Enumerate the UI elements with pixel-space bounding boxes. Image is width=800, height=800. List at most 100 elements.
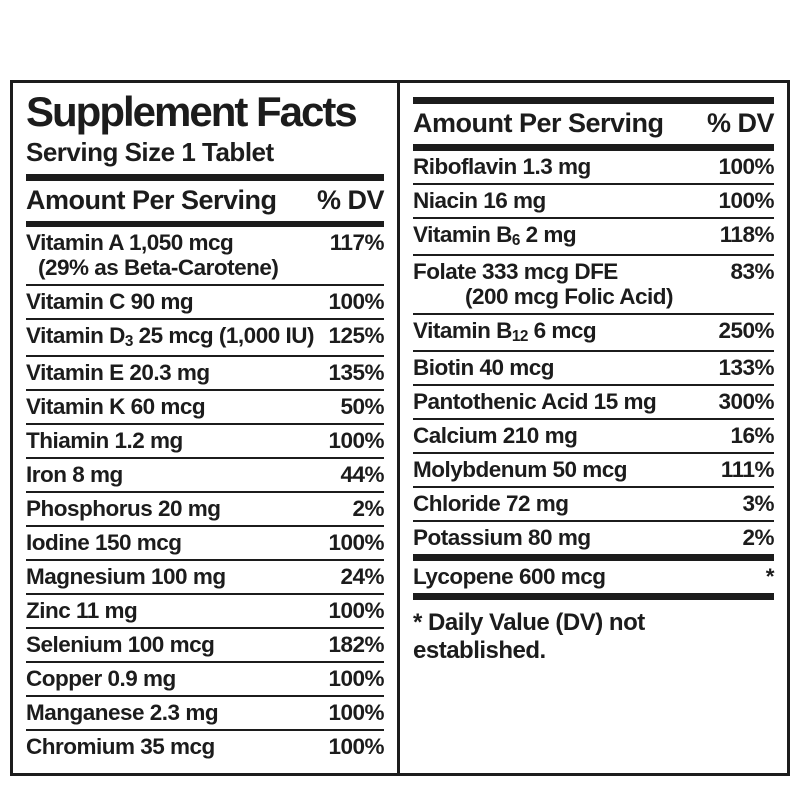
nutrient-name: Manganese 2.3 mg bbox=[26, 700, 219, 726]
right-rows: Riboflavin 1.3 mg 100% Niacin 16 mg 100% Vit… bbox=[413, 151, 775, 554]
nutrient-name: Lycopene 600 mcg bbox=[413, 564, 606, 589]
nutrient-dv-value: 100% bbox=[328, 598, 384, 624]
nutrient-name: Potassium 80 mg bbox=[413, 525, 591, 550]
nutrient-dv-value: 44% bbox=[340, 462, 384, 488]
nutrient-dv-value: 100% bbox=[328, 530, 384, 556]
nutrient-row: Manganese 2.3 mg 100% bbox=[26, 695, 384, 729]
nutrient-row: Vitamin E 20.3 mg 135% bbox=[26, 355, 384, 389]
percent-dv-label: % DV bbox=[706, 108, 775, 138]
nutrient-dv-value: 118% bbox=[719, 222, 775, 247]
nutrient-row: Calcium 210 mg 16% bbox=[413, 418, 774, 452]
facts-column-right: Amount Per Serving % DV Riboflavin 1.3 m… bbox=[400, 83, 787, 773]
nutrient-name: Magnesium 100 mg bbox=[26, 564, 226, 590]
nutrient-name: Chromium 35 mcg bbox=[26, 734, 215, 760]
nutrient-row: Niacin 16 mg 100% bbox=[413, 183, 774, 217]
nutrient-dv-value: 125% bbox=[328, 323, 384, 349]
nutrient-name: Biotin 40 mcg bbox=[413, 355, 555, 380]
nutrient-row: Folate 333 mcg DFE 83% (200 mcg Folic Acid… bbox=[413, 254, 774, 313]
thick-rule bbox=[413, 593, 774, 600]
nutrient-dv-value: 182% bbox=[328, 632, 384, 658]
nutrient-name: Copper 0.9 mg bbox=[26, 666, 176, 692]
nutrient-dv-value: 117% bbox=[329, 230, 385, 256]
nutrient-name: Vitamin E 20.3 mg bbox=[26, 360, 210, 386]
nutrient-row: Vitamin A 1,050 mcg 117% (29% as Beta-Caro… bbox=[26, 227, 385, 284]
column-header: Amount Per Serving % DV bbox=[413, 104, 775, 144]
nutrient-row: Vitamin C 90 mg 100% bbox=[26, 284, 384, 318]
nutrient-name: Phosphorus 20 mg bbox=[26, 496, 221, 522]
nutrient-name: Vitamin K 60 mcg bbox=[26, 394, 206, 420]
nutrient-dv-value: 133% bbox=[718, 355, 774, 380]
nutrient-name: Iron 8 mg bbox=[26, 462, 123, 488]
nutrient-row: Copper 0.9 mg 100% bbox=[26, 661, 384, 695]
percent-dv-label: % DV bbox=[316, 185, 385, 216]
nutrient-name: Thiamin 1.2 mg bbox=[26, 428, 183, 454]
nutrient-row: Iron 8 mg 44% bbox=[26, 457, 384, 491]
dv-footnote: * Daily Value (DV) not established. bbox=[413, 609, 645, 664]
nutrient-name: Folate 333 mcg DFE bbox=[413, 259, 618, 284]
serving-size: Serving Size 1 Tablet bbox=[26, 137, 274, 168]
nutrient-dv-value: * bbox=[765, 564, 775, 589]
nutrient-row: Vitamin K 60 mcg 50% bbox=[26, 389, 384, 423]
nutrient-name: Niacin 16 mg bbox=[413, 188, 546, 213]
nutrient-dv-value: 100% bbox=[328, 666, 384, 692]
nutrient-dv-value: 3% bbox=[742, 491, 774, 516]
nutrient-dv-value: 111% bbox=[720, 457, 775, 482]
nutrient-dv-value: 100% bbox=[718, 188, 774, 213]
nutrient-name: Vitamin B6 2 mg bbox=[413, 222, 577, 249]
nutrient-row: Potassium 80 mg 2% bbox=[413, 520, 774, 554]
nutrient-name: Vitamin C 90 mg bbox=[26, 289, 194, 315]
nutrient-row: Vitamin D3 25 mcg (1,000 IU) 125% bbox=[26, 318, 384, 355]
nutrient-name: Calcium 210 mg bbox=[413, 423, 578, 448]
nutrient-name: Riboflavin 1.3 mg bbox=[413, 154, 591, 179]
nutrient-dv-value: 2% bbox=[352, 496, 384, 522]
nutrient-subline: (29% as Beta-Carotene) bbox=[38, 255, 279, 281]
nutrient-row: Phosphorus 20 mg 2% bbox=[26, 491, 384, 525]
nutrient-row: Biotin 40 mcg 133% bbox=[413, 350, 774, 384]
nutrient-row: Vitamin B12 6 mcg 250% bbox=[413, 313, 774, 350]
nutrient-dv-value: 50% bbox=[340, 394, 384, 420]
nutrient-row: Thiamin 1.2 mg 100% bbox=[26, 423, 384, 457]
nutrient-row: Riboflavin 1.3 mg 100% bbox=[413, 151, 774, 183]
nutrient-row: Lycopene 600 mcg * bbox=[413, 561, 775, 593]
nutrient-row: Chloride 72 mg 3% bbox=[413, 486, 774, 520]
thick-rule bbox=[413, 97, 774, 104]
nutrient-name: Selenium 100 mcg bbox=[26, 632, 215, 658]
nutrient-subline: (200 mcg Folic Acid) bbox=[465, 284, 673, 309]
medium-rule bbox=[26, 221, 384, 228]
nutrient-row: Chromium 35 mcg 100% bbox=[26, 729, 384, 763]
nutrient-dv-value: 100% bbox=[328, 700, 384, 726]
other-rows: Lycopene 600 mcg * bbox=[413, 561, 775, 593]
nutrient-dv-value: 250% bbox=[718, 318, 774, 343]
nutrient-dv-value: 300% bbox=[718, 389, 774, 414]
nutrient-name: Zinc 11 mg bbox=[26, 598, 138, 624]
nutrient-dv-value: 2% bbox=[742, 525, 774, 550]
nutrient-dv-value: 83% bbox=[730, 259, 774, 284]
nutrient-dv-value: 100% bbox=[328, 428, 384, 454]
nutrient-row: Iodine 150 mcg 100% bbox=[26, 525, 384, 559]
nutrient-row: Molybdenum 50 mcg 111% bbox=[413, 452, 775, 486]
left-rows: Vitamin A 1,050 mcg 117% (29% as Beta-Caro… bbox=[26, 227, 385, 763]
nutrient-dv-value: 135% bbox=[328, 360, 384, 386]
nutrient-dv-value: 100% bbox=[328, 734, 384, 760]
amount-per-serving-label: Amount Per Serving bbox=[26, 185, 277, 216]
amount-per-serving-label: Amount Per Serving bbox=[413, 108, 664, 138]
thick-rule bbox=[26, 174, 384, 182]
nutrient-name: Pantothenic Acid 15 mg bbox=[413, 389, 657, 414]
nutrient-dv-value: 100% bbox=[328, 289, 384, 315]
facts-column-left: Supplement Facts Serving Size 1 Tablet A… bbox=[13, 83, 400, 774]
column-header: Amount Per Serving % DV bbox=[26, 181, 385, 221]
nutrient-dv-value: 100% bbox=[718, 154, 774, 179]
panel-title: Supplement Facts bbox=[26, 88, 358, 135]
thick-rule bbox=[413, 144, 774, 151]
nutrient-row: Pantothenic Acid 15 mg 300% bbox=[413, 384, 774, 418]
nutrient-name: Vitamin B12 6 mcg bbox=[413, 318, 597, 345]
nutrient-name: Vitamin D3 25 mcg (1,000 IU) bbox=[26, 323, 314, 351]
nutrient-row: Zinc 11 mg 100% bbox=[26, 593, 384, 627]
nutrient-name: Chloride 72 mg bbox=[413, 491, 569, 516]
nutrient-dv-value: 24% bbox=[340, 564, 384, 590]
nutrient-name: Vitamin A 1,050 mcg bbox=[26, 230, 234, 256]
nutrient-row: Selenium 100 mcg 182% bbox=[26, 627, 384, 661]
nutrient-row: Magnesium 100 mg 24% bbox=[26, 559, 384, 593]
nutrient-dv-value: 16% bbox=[730, 423, 774, 448]
